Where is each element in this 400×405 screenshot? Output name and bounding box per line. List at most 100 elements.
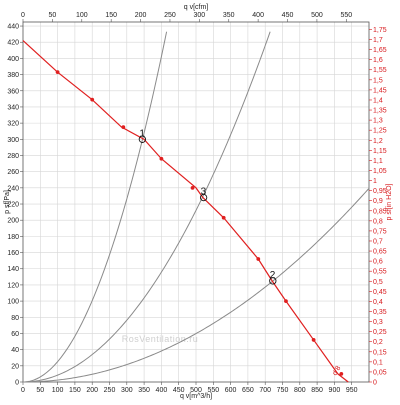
- y-left-tick-label: 180: [7, 234, 19, 241]
- operating-point-label: 2: [270, 270, 276, 281]
- x-bottom-tick-label: 750: [277, 387, 289, 394]
- y-right-tick-label: 0,85: [373, 208, 387, 215]
- y-right-tick-label: 0,05: [373, 369, 387, 376]
- tick-labels: 0 50 100 150 200 250 300 350 400 450 500 550 600 650 7…: [7, 12, 386, 394]
- y-right-tick-label: 1,6: [373, 57, 383, 64]
- y-left-tick-label: 420: [7, 40, 19, 47]
- operating-point-label: 1: [139, 128, 145, 139]
- x-bottom-tick-label: 900: [329, 387, 341, 394]
- y-right-tick-label: 0,1: [373, 359, 383, 366]
- y-right-axis-title: p sf[in H2O]: [386, 183, 393, 220]
- y-left-tick-label: 20: [11, 363, 19, 370]
- y-right-tick-label: 1,4: [373, 97, 383, 104]
- fan-curve-marker: [339, 372, 344, 376]
- y-left-tick-label: 340: [7, 104, 19, 111]
- operating-point-label: 3: [201, 187, 207, 198]
- y-right-tick-label: 0,3: [373, 319, 383, 326]
- operating-point-marker: [138, 135, 147, 143]
- x-bottom-tick-label: 700: [259, 387, 271, 394]
- y-right-tick-label: 1,3: [373, 118, 383, 125]
- y-left-axis-title: p sf[Pa]: [4, 190, 11, 214]
- y-left-tick-label: 360: [7, 88, 19, 95]
- axis-titles: q v[m^3/h] q v[cfm] p sf[Pa] p sf[in H2O…: [4, 4, 393, 400]
- x-top-tick-label: 500: [311, 12, 323, 19]
- y-left-tick-label: 280: [7, 153, 19, 160]
- x-bottom-tick-label: 600: [225, 387, 237, 394]
- y-right-tick-label: 0,8: [373, 218, 383, 225]
- system-curves: [22, 31, 370, 383]
- y-right-tick-label: 0,25: [373, 329, 387, 336]
- x-bottom-tick-label: 850: [311, 387, 323, 394]
- x-bottom-tick-label: 300: [121, 387, 133, 394]
- y-left-tick-label: 220: [7, 202, 19, 209]
- y-left-tick-label: 320: [7, 121, 19, 128]
- y-right-tick-label: 0: [373, 380, 377, 387]
- x-top-tick-label: 200: [135, 12, 147, 19]
- y-right-tick-label: 1,45: [373, 87, 387, 94]
- fan-curve-group: d 8: [22, 40, 349, 383]
- fan-curve-end-label: d 8: [332, 365, 343, 377]
- y-left-tick-label: 80: [11, 315, 19, 322]
- fan-curve-marker: [311, 338, 316, 342]
- x-top-tick-label: 150: [105, 12, 117, 19]
- x-bottom-tick-label: 400: [156, 387, 168, 394]
- fan-curve-marker: [221, 215, 226, 220]
- x-top-tick-label: 0: [21, 12, 25, 19]
- x-top-tick-label: 550: [340, 12, 352, 19]
- x-bottom-tick-label: 100: [52, 387, 64, 394]
- x-bottom-tick-label: 550: [207, 387, 219, 394]
- y-left-tick-label: 60: [11, 331, 19, 338]
- y-left-tick-label: 40: [11, 347, 19, 354]
- x-bottom-tick-label: 200: [86, 387, 98, 394]
- y-right-tick-label: 0,75: [373, 228, 387, 235]
- y-left-tick-label: 160: [7, 250, 19, 257]
- operating-point-marker: [269, 277, 277, 285]
- x-bottom-tick-label: 150: [69, 387, 81, 394]
- y-left-tick-label: 300: [7, 137, 19, 144]
- y-right-tick-label: 0,95: [373, 188, 387, 195]
- watermark: RosVentilation.ru: [122, 334, 199, 344]
- x-top-tick-label: 450: [282, 12, 294, 19]
- y-left-tick-label: 260: [7, 169, 19, 176]
- y-right-tick-label: 1,35: [373, 108, 387, 115]
- fan-curve-line: [22, 40, 349, 383]
- x-bottom-tick-label: 350: [138, 387, 150, 394]
- x-bottom-tick-label: 500: [190, 387, 202, 394]
- y-right-tick-label: 0,45: [373, 289, 387, 296]
- x-bottom-tick-label: 450: [173, 387, 185, 394]
- x-top-tick-label: 350: [223, 12, 235, 19]
- y-left-tick-label: 200: [7, 218, 19, 225]
- y-right-tick-label: 0,15: [373, 349, 387, 356]
- system-curve: [22, 31, 271, 383]
- system-curve: [22, 31, 168, 383]
- fan-curve-marker: [55, 70, 60, 75]
- x-bottom-tick-label: 50: [36, 387, 44, 394]
- y-left-tick-label: 400: [7, 56, 19, 63]
- y-left-tick-label: 240: [7, 185, 19, 192]
- x-bottom-axis-title: q v[m^3/h]: [180, 393, 212, 400]
- y-right-tick-label: 1,1: [373, 158, 383, 165]
- x-top-axis-title: q v[cfm]: [184, 4, 209, 11]
- y-right-tick-label: 0,35: [373, 309, 387, 316]
- y-right-tick-label: 0,5: [373, 279, 383, 286]
- fan-curve-marker: [90, 97, 95, 102]
- operating-point-marker: [199, 193, 208, 202]
- y-right-tick-label: 1,05: [373, 168, 387, 175]
- y-right-tick-label: 0,2: [373, 339, 383, 346]
- x-bottom-tick-label: 650: [242, 387, 254, 394]
- x-bottom-tick-label: 0: [21, 387, 25, 394]
- y-right-tick-label: 1,25: [373, 128, 387, 135]
- y-right-tick-label: 1,15: [373, 148, 387, 155]
- y-right-tick-label: 1,2: [373, 138, 383, 145]
- fan-curve-marker: [159, 156, 164, 161]
- fan-curve-marker: [284, 299, 288, 304]
- x-top-tick-label: 300: [194, 12, 206, 19]
- x-bottom-tick-label: 250: [104, 387, 116, 394]
- y-left-tick-label: 380: [7, 72, 19, 79]
- fan-curve-marker: [190, 185, 195, 190]
- y-right-tick-label: 0,4: [373, 299, 383, 306]
- y-right-tick-label: 0,7: [373, 238, 383, 245]
- x-bottom-tick-label: 950: [346, 387, 358, 394]
